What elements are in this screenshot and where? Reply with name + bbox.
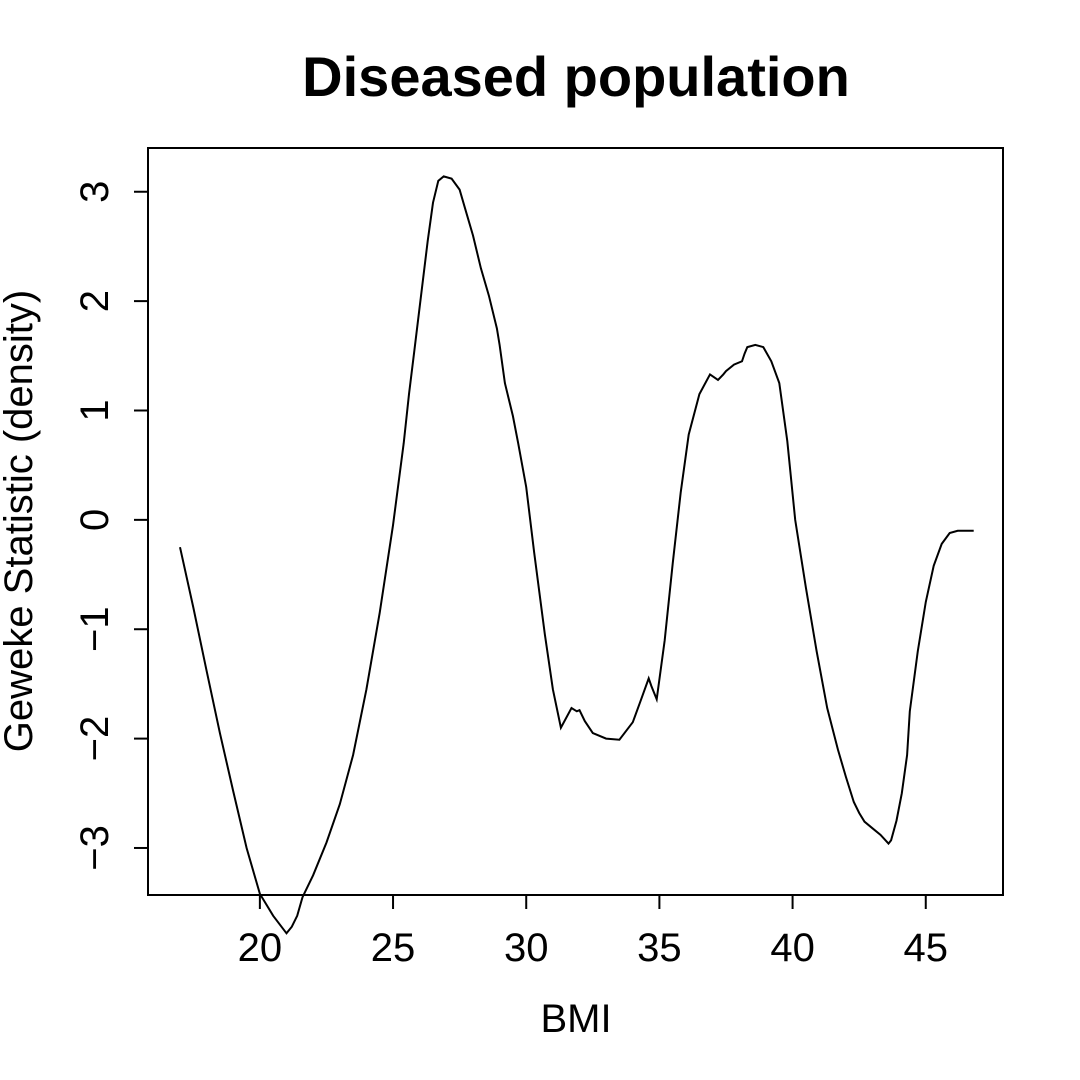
y-tick-label: −2	[73, 716, 117, 762]
x-axis: 20 25 30 35 40 45	[238, 894, 949, 970]
y-axis-label: Geweke Statistic (density)	[0, 290, 41, 752]
y-tick-label: −3	[73, 825, 117, 871]
plot-frame	[147, 147, 1004, 896]
chart-title: Diseased population	[302, 45, 850, 108]
x-tick-label: 40	[770, 926, 815, 970]
y-tick-label: 1	[73, 399, 117, 421]
y-tick-label: −1	[73, 606, 117, 652]
y-tick-label: 3	[73, 181, 117, 203]
y-tick-label: 2	[73, 290, 117, 312]
x-tick-label: 25	[371, 926, 416, 970]
y-axis: −3 −2 −1 0 1 2 3	[73, 181, 149, 871]
x-tick-label: 20	[238, 926, 283, 970]
x-axis-label: BMI	[540, 997, 611, 1041]
x-tick-label: 35	[637, 926, 682, 970]
series-line	[179, 175, 974, 935]
x-tick-label: 30	[504, 926, 549, 970]
x-tick-label: 45	[904, 926, 949, 970]
y-tick-label: 0	[73, 509, 117, 531]
